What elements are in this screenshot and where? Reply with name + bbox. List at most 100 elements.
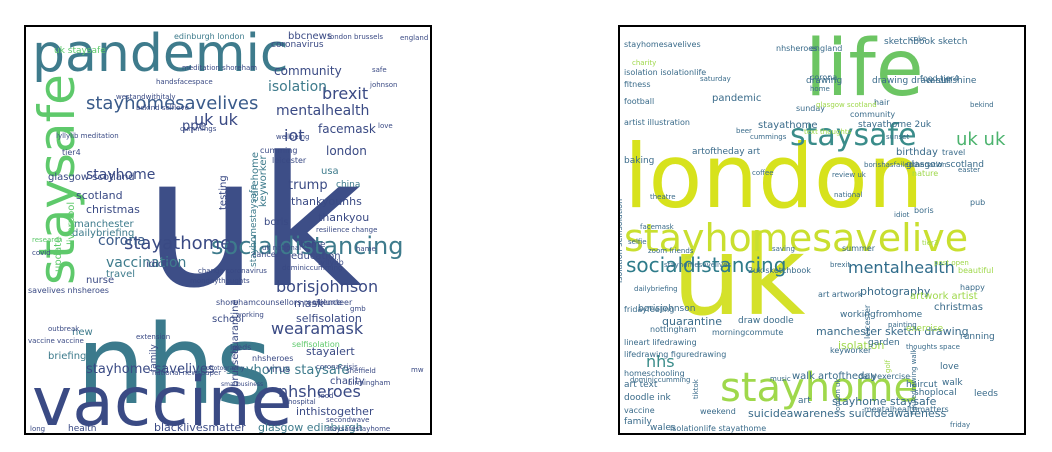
word-drawing-draw-sunshine: drawing draw sunshine xyxy=(872,76,977,86)
word-christmas: christmas xyxy=(86,203,140,216)
word-artist-illustration: artist illustration xyxy=(624,118,690,127)
word-selfisolation: selfisolation xyxy=(296,312,362,325)
word-manchester: manchester xyxy=(74,219,134,230)
word-bame: bame xyxy=(300,240,326,250)
word-life: life xyxy=(805,27,924,114)
word-leeds: leeds xyxy=(230,343,251,352)
word-beer: beer xyxy=(736,127,752,135)
word-weekend: weekend xyxy=(700,407,736,416)
word-johnson: johnson xyxy=(369,81,397,89)
word-photography: photography xyxy=(860,285,931,298)
word-birmingham: birmingham xyxy=(348,379,391,387)
word-stayathome: stayathome xyxy=(124,233,231,254)
word-family: family xyxy=(624,417,652,427)
word-artwork-artist: artwork artist xyxy=(910,291,978,302)
word-idiot: idiot xyxy=(146,259,168,270)
word-corona: corona xyxy=(98,233,146,249)
word-iot: iot xyxy=(284,126,305,145)
word-keyworker: keyworker xyxy=(830,346,872,355)
word-staysafe: staysafe xyxy=(28,74,86,285)
word-nature: nature xyxy=(912,169,938,178)
word-socialdistancing: socialdistancing xyxy=(626,253,786,277)
word-walk: walk xyxy=(942,378,963,388)
word-hame: hame xyxy=(356,245,376,253)
word-running: running xyxy=(960,332,995,342)
word-england: england xyxy=(810,44,842,53)
word-change-coronavirus: change coronavirus xyxy=(198,267,267,275)
word-charity: charity xyxy=(330,376,365,387)
word-summer: summer xyxy=(842,244,876,253)
word-tiktok: tiktok xyxy=(692,378,700,399)
word-virus: virus xyxy=(266,364,290,375)
word-thoughts-space: thoughts space xyxy=(906,343,960,351)
word-idiot: idiot xyxy=(894,211,910,219)
word-nurse: nurse xyxy=(86,275,114,286)
word-wales: wales xyxy=(650,423,676,433)
word-westandwithitaly: westandwithitaly xyxy=(116,93,176,101)
word-dailybriefing: dailybriefing xyxy=(634,285,678,293)
word-health: health xyxy=(68,424,97,433)
word-brexit: brexit xyxy=(322,84,368,103)
word-garden: garden xyxy=(868,338,900,348)
word-isolation-selfisolation: isolation selfisolation xyxy=(620,199,624,283)
word-mentalhealthmatters: mentalhealthmatters xyxy=(864,405,949,414)
word-doodle-ink: doodle ink xyxy=(624,393,672,403)
word-mondaythoughts: mondaythoughts xyxy=(190,277,250,285)
word-mask: mask xyxy=(294,297,324,310)
word-cardiff: cardiff xyxy=(926,76,952,85)
word-working: working xyxy=(236,311,264,319)
word-stayhome-staysafe: stayhome staysafe xyxy=(832,395,937,408)
word-home: home xyxy=(810,85,830,93)
word-new: new xyxy=(72,327,93,338)
word-hospital: hospital xyxy=(288,398,316,406)
word-isolationlife-stayathome: isolationlife stayathome xyxy=(670,424,766,433)
word-food-tier4: food tier4 xyxy=(920,74,959,83)
word-tier3: tier3 xyxy=(922,239,938,247)
word-ppe: ppe xyxy=(182,119,207,134)
word-safe: safe xyxy=(372,66,387,74)
word-research: research xyxy=(32,236,62,244)
word-uk-uk: uk uk xyxy=(956,129,1006,150)
word-zoom-friends: zoom friends xyxy=(648,247,694,255)
word-borisjohnson: borisjohnson xyxy=(276,277,378,296)
word-family: family xyxy=(149,344,159,372)
word-trump: trump xyxy=(288,178,328,193)
word-china: china xyxy=(336,180,360,190)
word-mw: mw xyxy=(411,366,424,374)
word-fridayfeeling: fridayfeeling xyxy=(624,305,674,314)
word-savelives-nhsheroes: savelives nhsheroes xyxy=(28,286,109,295)
word-lineart-lifedrawing: lineart lifedrawing xyxy=(624,338,697,347)
word-art-artwork: art artwork xyxy=(818,290,863,299)
word-homeschooling: homeschooling xyxy=(624,369,685,378)
word-blacklivesmatter: blacklivesmatter xyxy=(154,421,246,433)
word-love: love xyxy=(940,362,959,372)
word-birthday: birthday xyxy=(896,147,938,158)
word-uk: uk xyxy=(144,119,362,328)
word-nhsheroes: nhsheroes xyxy=(776,44,817,53)
word-staysafestayhome: staysafestayhome xyxy=(326,425,390,433)
word-travel: travel xyxy=(106,269,135,280)
word-selfisolation: selfisolation xyxy=(292,340,340,349)
word-uk-uk: uk uk xyxy=(194,110,239,129)
word-inthistogether: inthistogether xyxy=(296,405,374,418)
word-walk-artoftheday: walk artoftheday xyxy=(792,371,877,382)
word-wearamask: wearamask xyxy=(271,319,364,338)
word-coffee: coffee xyxy=(752,169,774,177)
word-cummings: cummings xyxy=(750,133,787,141)
word-lyllylib: lyllylib xyxy=(318,258,344,267)
word-photography: photography xyxy=(206,365,245,372)
word-socialdistancing: socialdistancing xyxy=(211,232,403,260)
word-tier4: tier4 xyxy=(62,148,81,157)
word-vaccine: vaccine xyxy=(624,406,655,415)
word-glasgow-edinburgh: glasgow edinburgh xyxy=(258,421,363,433)
wordcloud-panel-left: uk nhs vaccine pandemic staysafe socialdistan… xyxy=(24,25,432,435)
wordcloud-panel-right: london uk life stayhomesavelive stayhome stay… xyxy=(618,25,1026,435)
word-uk-staysafe: uk staysafe xyxy=(54,46,106,56)
word-draw-doodle: draw doodle xyxy=(738,316,794,326)
word-national-newspaper: national newspaper xyxy=(152,369,221,377)
word-glasgow-scotland: glasgow scotland xyxy=(906,160,984,170)
word-sketchbook-sketch: sketchbook sketch xyxy=(884,37,967,47)
word-school: school xyxy=(212,314,244,325)
word-england: england xyxy=(400,34,428,42)
